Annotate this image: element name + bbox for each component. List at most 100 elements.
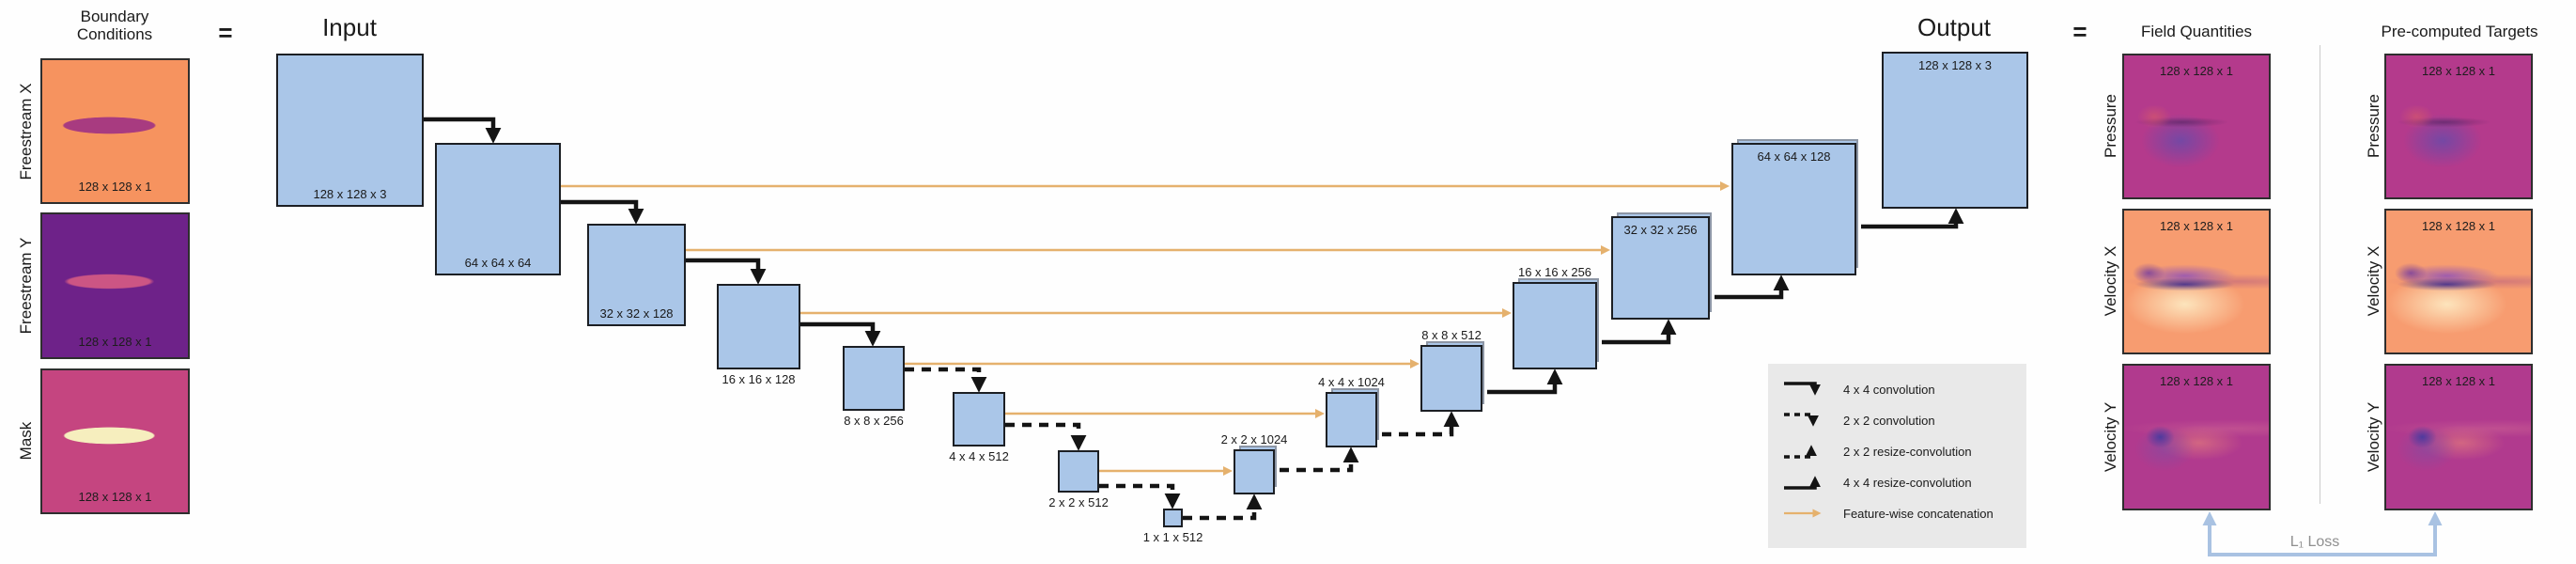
unet-block-enc-64: 64 x 64 x 64 <box>435 143 561 275</box>
stacked-feature-layer <box>1518 278 1599 362</box>
target-velocity-y-label: Velocity Y <box>2365 401 2382 473</box>
field-velocity-x-label: Velocity X <box>2102 245 2119 317</box>
unet-block-enc-2: 2 x 2 x 512 <box>1048 450 1109 509</box>
field-pressure-dim-label: 128 x 128 x 1 <box>2159 64 2234 78</box>
block-dim-label: 32 x 32 x 256 <box>1623 223 1698 237</box>
resize2-arrow-bottleneck-dec2 <box>1183 494 1263 521</box>
block-dim-label: 32 x 32 x 128 <box>599 306 674 321</box>
resize4-arrow-dec32-dec64 <box>1715 274 1790 300</box>
block-dim-label: 1 x 1 x 512 <box>1142 530 1203 544</box>
conv2-arrow-enc2-bottleneck <box>1099 483 1181 509</box>
field-velocity-x-image: 128 x 128 x 1 <box>2122 209 2271 354</box>
block-dim-label: 2 x 2 x 512 <box>1048 495 1109 509</box>
conv4-arrow-input-enc64 <box>424 117 502 144</box>
conv4-arrow-enc64-enc32 <box>561 199 644 225</box>
block-dim-label: 64 x 64 x 64 <box>464 256 532 270</box>
target-velocity-x-dim-label: 128 x 128 x 1 <box>2421 219 2496 233</box>
legend-glyph-orange-right-arrow <box>1784 509 1822 518</box>
freestream-x-image: 128 x 128 x 1 <box>40 58 190 204</box>
field-velocity-y-dim-label: 128 x 128 x 1 <box>2159 374 2234 388</box>
unet-block-enc-16: 16 x 16 x 128 <box>717 284 800 386</box>
unet-block-dec-2: 2 x 2 x 1024 <box>1221 432 1287 494</box>
unet-block-enc-8: 8 x 8 x 256 <box>843 346 905 428</box>
stacked-feature-layer <box>1239 446 1277 487</box>
target-pressure-dim-label: 128 x 128 x 1 <box>2421 64 2496 78</box>
freestream-y-label: Freestream Y <box>17 237 35 335</box>
block-dim-label: 8 x 8 x 512 <box>1421 328 1482 342</box>
resize4-arrow-dec16-dec32 <box>1602 319 1677 345</box>
mask-image: 128 x 128 x 1 <box>40 368 190 514</box>
block-dim-label: 128 x 128 x 3 <box>1917 58 1993 72</box>
legend-box: 4 x 4 convolution 2 x 2 convolution 2 x … <box>1768 364 2026 548</box>
resize2-arrow-dec2-dec4 <box>1280 446 1359 473</box>
unet-block-bottleneck: 1 x 1 x 512 <box>1143 509 1203 544</box>
field-pressure-image: 128 x 128 x 1 <box>2122 54 2271 199</box>
legend-item-4x4-resize-convolution: 4 x 4 resize-convolution <box>1781 470 2026 494</box>
legend-glyph-dashed-up-arrow <box>1784 445 1817 459</box>
conv2-arrow-enc4-enc2 <box>1005 422 1087 451</box>
legend-item-2x2-resize-convolution: 2 x 2 resize-convolution <box>1781 439 2026 463</box>
equals-sign-right: = <box>2072 17 2087 46</box>
boundary-conditions-title: Boundary Conditions <box>76 8 153 43</box>
resize4-arrow-dec64-output <box>1861 208 1964 229</box>
resize4-arrow-dec8-dec16 <box>1487 368 1563 395</box>
freestream-y-dim-label: 128 x 128 x 1 <box>78 335 152 349</box>
mask-label: Mask <box>17 421 35 461</box>
block-dim-label: 128 x 128 x 3 <box>313 187 387 201</box>
block-dim-label: 64 x 64 x 128 <box>1757 149 1831 164</box>
unet-block-output: 128 x 128 x 3 <box>1882 52 2028 209</box>
legend-glyph-dashed-down-arrow <box>1784 413 1819 427</box>
mask-dim-label: 128 x 128 x 1 <box>78 490 152 504</box>
field-quantities-title: Field Quantities <box>2140 23 2253 40</box>
unet-block-dec-4: 4 x 4 x 1024 <box>1318 375 1385 447</box>
target-pressure-image: 128 x 128 x 1 <box>2384 54 2533 199</box>
freestream-x-label: Freestream X <box>17 83 35 180</box>
target-velocity-y-dim-label: 128 x 128 x 1 <box>2421 374 2496 388</box>
unet-block-dec-32: 32 x 32 x 256 <box>1611 212 1712 320</box>
legend-label: 2 x 2 convolution <box>1843 413 1935 428</box>
legend-label: 2 x 2 resize-convolution <box>1843 444 1972 459</box>
unet-block-enc-32: 32 x 32 x 128 <box>587 224 686 326</box>
unet-block-enc-4: 4 x 4 x 512 <box>949 392 1009 463</box>
target-velocity-y-image: 128 x 128 x 1 <box>2384 364 2533 510</box>
l1-loss-label: L₁ Loss <box>2289 534 2340 550</box>
field-velocity-x-dim-label: 128 x 128 x 1 <box>2159 219 2234 233</box>
block-dim-label: 4 x 4 x 512 <box>949 449 1009 463</box>
stacked-feature-layer <box>1426 341 1484 404</box>
field-velocity-y-image: 128 x 128 x 1 <box>2122 364 2271 510</box>
target-velocity-x-image: 128 x 128 x 1 <box>2384 209 2533 354</box>
stacked-feature-layer <box>1331 388 1379 440</box>
legend-label: Feature-wise concatenation <box>1843 506 1994 521</box>
block-dim-label: 2 x 2 x 1024 <box>1220 432 1288 446</box>
conv4-arrow-enc32-enc16 <box>686 258 767 285</box>
target-velocity-x-label: Velocity X <box>2365 245 2382 317</box>
legend-item-4x4-convolution: 4 x 4 convolution <box>1781 377 2026 401</box>
field-velocity-y-label: Velocity Y <box>2102 401 2119 473</box>
unet-block-dec-64: 64 x 64 x 128 <box>1731 139 1858 275</box>
unet-block-input: 128 x 128 x 3 <box>276 54 424 207</box>
legend-item-2x2-convolution: 2 x 2 convolution <box>1781 408 2026 432</box>
legend-label: 4 x 4 convolution <box>1843 382 1935 397</box>
conv2-arrow-enc8-enc4 <box>905 367 987 393</box>
unet-block-dec-16: 16 x 16 x 256 <box>1513 265 1599 369</box>
freestream-y-image: 128 x 128 x 1 <box>40 212 190 359</box>
target-pressure-label: Pressure <box>2365 93 2382 159</box>
legend-label: 4 x 4 resize-convolution <box>1843 475 1972 490</box>
input-title: Input <box>322 13 377 41</box>
legend-item-feature-wise-concatenation: Feature-wise concatenation <box>1781 501 2026 525</box>
legend-glyph-solid-up-arrow <box>1784 476 1821 490</box>
block-dim-label: 4 x 4 x 1024 <box>1318 375 1385 389</box>
unet-block-dec-8: 8 x 8 x 512 <box>1420 328 1484 412</box>
resize2-arrow-dec4-dec8 <box>1382 411 1460 437</box>
conv4-arrow-enc16-enc8 <box>800 321 881 347</box>
field-pressure-label: Pressure <box>2102 93 2119 159</box>
block-dim-label: 8 x 8 x 256 <box>844 414 904 428</box>
legend-glyph-solid-down-arrow <box>1784 382 1821 396</box>
block-dim-label: 16 x 16 x 128 <box>722 372 796 386</box>
block-dim-label: 16 x 16 x 256 <box>1517 265 1592 279</box>
equals-sign-left: = <box>218 18 233 47</box>
pre-computed-targets-title: Pre-computed Targets <box>2381 23 2538 40</box>
freestream-x-dim-label: 128 x 128 x 1 <box>78 180 152 194</box>
